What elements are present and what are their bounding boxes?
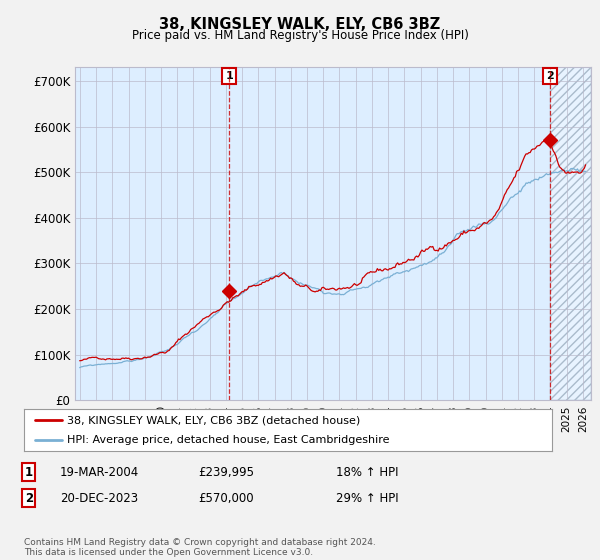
Text: £570,000: £570,000: [198, 492, 254, 505]
Text: 2: 2: [546, 71, 554, 81]
Text: 2: 2: [25, 492, 33, 505]
Text: HPI: Average price, detached house, East Cambridgeshire: HPI: Average price, detached house, East…: [67, 435, 390, 445]
Text: 38, KINGSLEY WALK, ELY, CB6 3BZ (detached house): 38, KINGSLEY WALK, ELY, CB6 3BZ (detache…: [67, 415, 361, 425]
Text: 1: 1: [25, 465, 33, 479]
Text: 38, KINGSLEY WALK, ELY, CB6 3BZ: 38, KINGSLEY WALK, ELY, CB6 3BZ: [160, 17, 440, 32]
Text: 29% ↑ HPI: 29% ↑ HPI: [336, 492, 398, 505]
Text: 19-MAR-2004: 19-MAR-2004: [60, 465, 139, 479]
Bar: [550, 67, 591, 400]
Text: Contains HM Land Registry data © Crown copyright and database right 2024.
This d: Contains HM Land Registry data © Crown c…: [24, 538, 376, 557]
Text: 18% ↑ HPI: 18% ↑ HPI: [336, 465, 398, 479]
Text: £239,995: £239,995: [198, 465, 254, 479]
Text: 20-DEC-2023: 20-DEC-2023: [60, 492, 138, 505]
Text: 1: 1: [226, 71, 233, 81]
Text: Price paid vs. HM Land Registry's House Price Index (HPI): Price paid vs. HM Land Registry's House …: [131, 29, 469, 42]
Bar: [550, 67, 591, 400]
